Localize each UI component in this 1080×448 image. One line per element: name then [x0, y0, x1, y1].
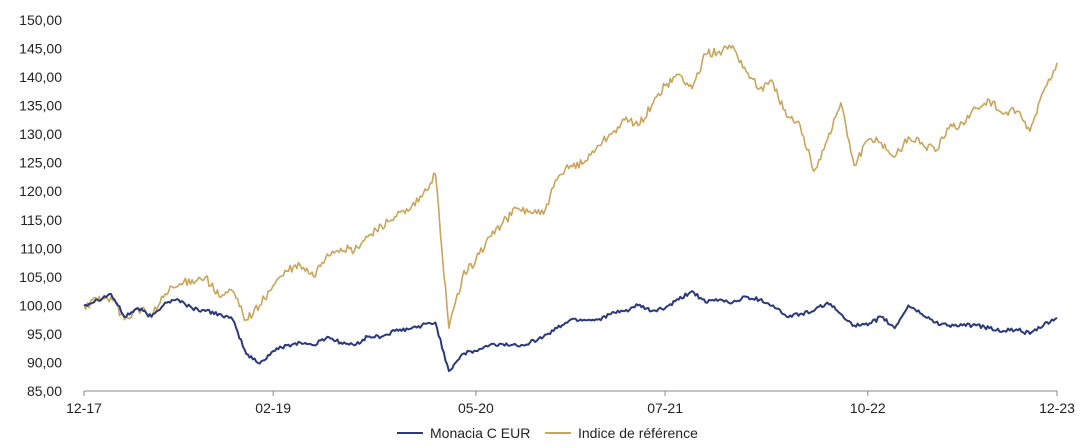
- y-tick-label: 85,00: [27, 383, 62, 399]
- y-tick-label: 120,00: [19, 183, 62, 199]
- series-line-benchmark: [83, 44, 1058, 329]
- y-tick-label: 100,00: [19, 297, 62, 313]
- legend: Monacia C EUR Indice de référence: [397, 425, 698, 441]
- y-tick-label: 95,00: [27, 326, 62, 342]
- y-tick-label: 150,00: [19, 12, 62, 28]
- y-tick-label: 105,00: [19, 269, 62, 285]
- legend-label: Monacia C EUR: [430, 425, 530, 441]
- x-tick-label: 02-19: [255, 400, 291, 416]
- y-tick-label: 130,00: [19, 126, 62, 142]
- y-tick-label: 90,00: [27, 354, 62, 370]
- plot-area: [83, 44, 1058, 372]
- series-line-monacia: [83, 290, 1058, 372]
- x-tick-label: 05-20: [458, 400, 494, 416]
- y-tick-label: 125,00: [19, 155, 62, 171]
- y-tick-label: 115,00: [20, 212, 62, 228]
- x-tick-label: 12-17: [66, 400, 102, 416]
- y-tick-label: 140,00: [19, 69, 62, 85]
- legend-label: Indice de référence: [578, 425, 698, 441]
- x-axis: 12-17 02-19 05-20 07-21 10-22 12-23: [66, 390, 1075, 416]
- y-tick-label: 145,00: [19, 41, 62, 57]
- y-tick-label: 110,00: [20, 240, 62, 256]
- y-axis: 85,00 90,00 95,00 100,00 105,00 110,00 115,00 1…: [19, 12, 62, 399]
- x-tick-label: 10-22: [850, 400, 886, 416]
- y-tick-label: 135,00: [19, 98, 62, 114]
- x-tick-label: 12-23: [1039, 400, 1075, 416]
- x-tick-label: 07-21: [647, 400, 683, 416]
